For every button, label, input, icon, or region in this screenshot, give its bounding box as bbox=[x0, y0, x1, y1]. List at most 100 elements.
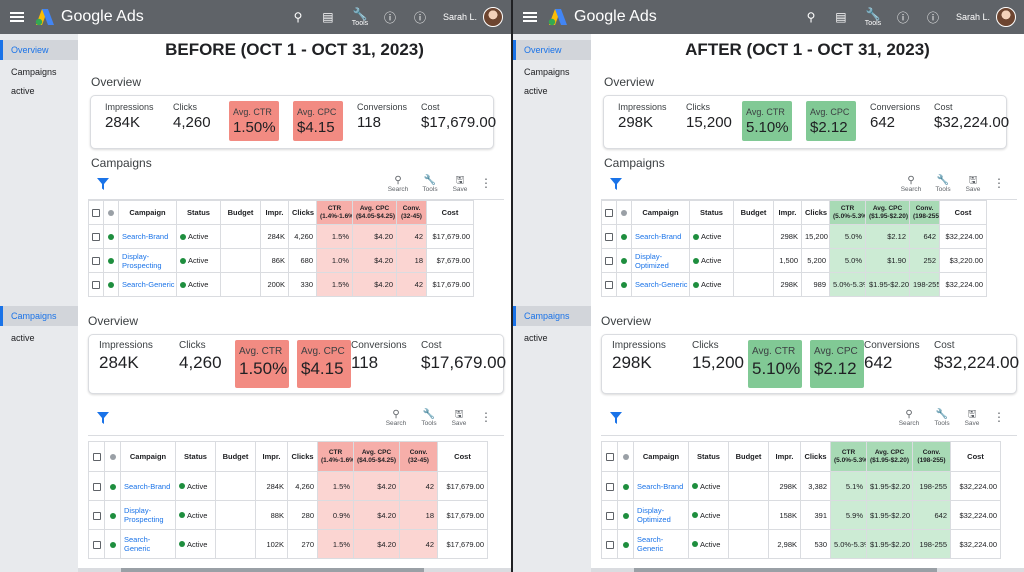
col-conv[interactable]: Conv. (32-45) bbox=[396, 200, 427, 225]
col-cost[interactable]: Cost bbox=[950, 441, 1001, 472]
horizontal-scrollbar[interactable] bbox=[78, 568, 511, 572]
menu-icon[interactable] bbox=[10, 12, 24, 22]
table-row[interactable]: Display-Prospecting Active 88K 280 0.9% $4.20… bbox=[88, 500, 488, 530]
sidebar-item-campaigns-2[interactable]: Campaigns bbox=[0, 306, 78, 326]
campaign-name-link[interactable]: Search-Brand bbox=[633, 471, 689, 501]
table-row[interactable]: Search-Brand Active 298K 15,200 5.0% $2.12 642… bbox=[601, 224, 987, 249]
search-tool-button[interactable]: ⚲ Search bbox=[386, 175, 410, 193]
conversions-metric[interactable]: Conversions 642 bbox=[860, 340, 930, 384]
more-options-icon[interactable]: ⋮ bbox=[993, 410, 1005, 424]
row-checkbox[interactable] bbox=[92, 482, 101, 491]
table-row[interactable]: Search-Brand Active 284K 4,260 1.5% $4.20 42 $1… bbox=[88, 224, 474, 249]
cpc-metric[interactable]: Avg. CPC $4.15 bbox=[293, 101, 343, 141]
user-name[interactable]: Sarah L. bbox=[955, 12, 990, 22]
col-cpc[interactable]: Avg. CPC ($4.05-$4.25) bbox=[353, 441, 400, 472]
campaign-name-link[interactable]: Display-Optimized bbox=[631, 248, 690, 273]
campaign-name-link[interactable]: Display-Prospecting bbox=[118, 248, 177, 273]
col-clicks[interactable]: Clicks bbox=[287, 441, 318, 472]
row-checkbox[interactable] bbox=[605, 233, 613, 241]
campaign-name-link[interactable]: Display-Optimized bbox=[633, 500, 689, 530]
col-impr[interactable]: Impr. bbox=[260, 200, 289, 225]
col-status[interactable]: Status bbox=[689, 200, 734, 225]
filter-icon[interactable] bbox=[96, 411, 110, 425]
table-row[interactable]: Search-Brand Active 284K 4,260 1.5% $4.20 42 $1… bbox=[88, 471, 488, 501]
col-impr[interactable]: Impr. bbox=[255, 441, 288, 472]
campaign-name-link[interactable]: Search-Generic bbox=[120, 529, 176, 559]
user-name[interactable]: Sarah L. bbox=[442, 12, 477, 22]
table-row[interactable]: Search-Generic Active 102K 270 1.5% $4.20 42 $1… bbox=[88, 529, 488, 559]
cost-metric[interactable]: Cost $17,679.00 bbox=[417, 102, 496, 142]
col-cost[interactable]: Cost bbox=[437, 441, 488, 472]
ctr-metric[interactable]: Avg. CTR 1.50% bbox=[235, 340, 289, 388]
select-all-checkbox[interactable] bbox=[605, 209, 613, 217]
conversions-metric[interactable]: Conversions 642 bbox=[866, 102, 926, 142]
campaign-name-link[interactable]: Search-Generic bbox=[118, 272, 177, 297]
row-checkbox[interactable] bbox=[605, 511, 614, 520]
col-cost[interactable]: Cost bbox=[426, 200, 474, 225]
col-budget[interactable]: Budget bbox=[728, 441, 769, 472]
col-conv[interactable]: Conv. (32-45) bbox=[399, 441, 438, 472]
sidebar-item-overview[interactable]: Overview bbox=[0, 40, 78, 60]
ctr-metric[interactable]: Avg. CTR 5.10% bbox=[742, 101, 792, 141]
impressions-metric[interactable]: Impressions 298K bbox=[608, 340, 678, 384]
tools-tool-button[interactable]: 🔧 Tools bbox=[931, 175, 955, 193]
impressions-metric[interactable]: Impressions 284K bbox=[95, 340, 165, 384]
menu-icon[interactable] bbox=[523, 12, 537, 22]
save-tool-button[interactable]: 🖫 Save bbox=[447, 409, 471, 427]
clicks-metric[interactable]: Clicks 15,200 bbox=[682, 102, 742, 142]
col-campaign[interactable]: Campaign bbox=[631, 200, 690, 225]
search-icon[interactable]: ⚲ bbox=[806, 10, 816, 24]
campaign-name-link[interactable]: Search-Brand bbox=[120, 471, 176, 501]
impressions-metric[interactable]: Impressions 284K bbox=[101, 102, 161, 142]
tools-tool-button[interactable]: 🔧 Tools bbox=[417, 409, 441, 427]
col-conv[interactable]: Conv. (198-255) bbox=[912, 441, 951, 472]
save-tool-button[interactable]: 🖫 Save bbox=[448, 175, 472, 193]
select-all-checkbox[interactable] bbox=[92, 209, 100, 217]
col-budget[interactable]: Budget bbox=[733, 200, 774, 225]
impressions-metric[interactable]: Impressions 298K bbox=[614, 102, 674, 142]
more-options-icon[interactable]: ⋮ bbox=[480, 410, 492, 424]
tools-tool-button[interactable]: 🔧 Tools bbox=[418, 175, 442, 193]
row-checkbox[interactable] bbox=[92, 540, 101, 549]
help-icon[interactable]: ⓘ bbox=[383, 10, 396, 25]
col-status[interactable]: Status bbox=[176, 200, 221, 225]
col-ctr[interactable]: CTR(1.4%-1.6%) bbox=[317, 441, 354, 472]
search-tool-button[interactable]: ⚲ Search bbox=[899, 175, 923, 193]
table-row[interactable]: Display-Prospecting Active 86K 680 1.0% $4.20… bbox=[88, 248, 474, 273]
col-ctr[interactable]: CTR(5.0%-5.3%) bbox=[830, 441, 867, 472]
sidebar-item-active[interactable]: active bbox=[11, 86, 35, 96]
horizontal-scrollbar[interactable] bbox=[591, 568, 1024, 572]
col-cpc[interactable]: Avg. CPC ($1.95-$2.20) bbox=[866, 441, 913, 472]
row-checkbox[interactable] bbox=[92, 281, 100, 289]
col-clicks[interactable]: Clicks bbox=[288, 200, 317, 225]
search-tool-button[interactable]: ⚲ Search bbox=[384, 409, 408, 427]
filter-icon[interactable] bbox=[609, 411, 623, 425]
col-status[interactable]: Status bbox=[688, 441, 729, 472]
table-row[interactable]: Search-Generic Active 298K9895.0%-5.3%$1.9… bbox=[601, 272, 987, 297]
table-row[interactable]: Search-Brand Active 298K 3,382 5.1% $1.95-$2.… bbox=[601, 471, 1001, 501]
search-tool-button[interactable]: ⚲ Search bbox=[897, 409, 921, 427]
col-impr[interactable]: Impr. bbox=[768, 441, 801, 472]
row-checkbox[interactable] bbox=[92, 511, 101, 520]
row-checkbox[interactable] bbox=[605, 257, 613, 265]
cost-metric[interactable]: Cost $17,679.00 bbox=[417, 340, 506, 384]
col-budget[interactable]: Budget bbox=[215, 441, 256, 472]
save-tool-button[interactable]: 🖫 Save bbox=[961, 175, 985, 193]
campaign-name-link[interactable]: Search-Brand bbox=[631, 224, 690, 249]
sidebar-item-campaigns[interactable]: Campaigns bbox=[11, 67, 57, 77]
conversions-metric[interactable]: Conversions 118 bbox=[347, 340, 417, 384]
col-conv[interactable]: Conv. (198-255) bbox=[909, 200, 940, 225]
cpc-metric[interactable]: Avg. CPC $2.12 bbox=[806, 101, 856, 141]
cost-metric[interactable]: Cost $32,224.00 bbox=[930, 102, 1009, 142]
col-cost[interactable]: Cost bbox=[939, 200, 987, 225]
save-tool-button[interactable]: 🖫 Save bbox=[960, 409, 984, 427]
notifications-icon[interactable]: ⓘ bbox=[926, 10, 939, 25]
reports-icon[interactable]: ▤ bbox=[835, 10, 847, 24]
sidebar-item-active-2[interactable]: active bbox=[11, 333, 35, 343]
sidebar-item-active[interactable]: active bbox=[524, 86, 548, 96]
col-cpc[interactable]: Avg. CPC ($4.05-$4.25) bbox=[352, 200, 397, 225]
col-cpc[interactable]: Avg. CPC ($1.95-$2.20) bbox=[865, 200, 910, 225]
col-campaign[interactable]: Campaign bbox=[120, 441, 176, 472]
clicks-metric[interactable]: Clicks 4,260 bbox=[169, 102, 229, 142]
table-row[interactable]: Search-Generic Active 2,98K5305.0%-5.3%$1.… bbox=[601, 529, 1001, 559]
